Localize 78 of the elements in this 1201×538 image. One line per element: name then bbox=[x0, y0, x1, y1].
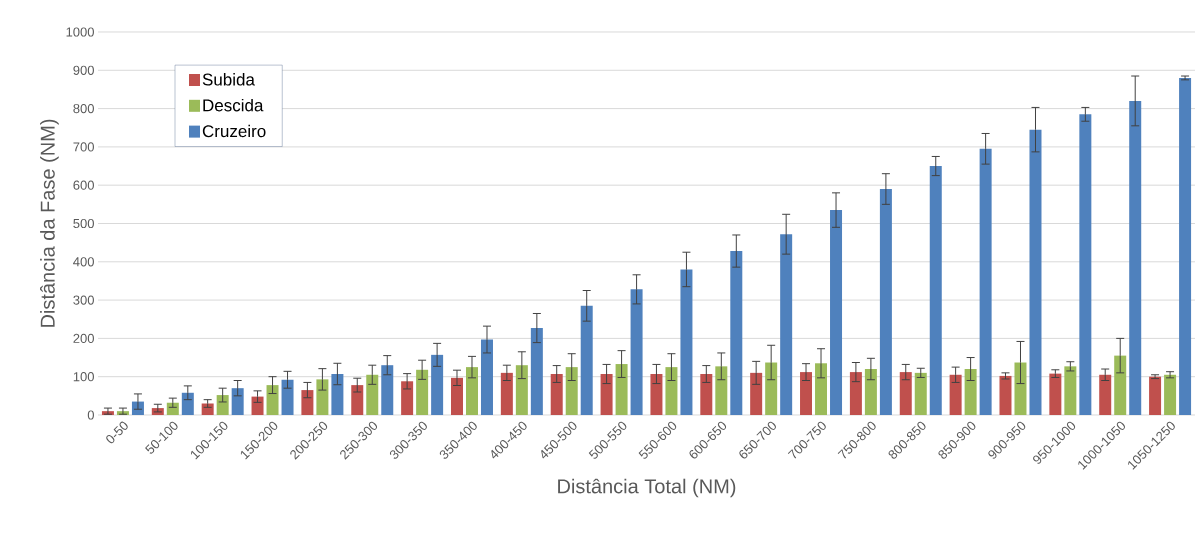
bar bbox=[929, 166, 942, 415]
bar bbox=[1014, 362, 1027, 415]
bar bbox=[1064, 366, 1077, 415]
legend-label: Descida bbox=[203, 98, 264, 112]
bar bbox=[914, 372, 927, 415]
bar bbox=[615, 364, 628, 415]
bar bbox=[301, 390, 314, 415]
bar bbox=[431, 354, 444, 415]
bar bbox=[266, 385, 279, 415]
bar bbox=[530, 328, 543, 415]
bar bbox=[680, 269, 693, 415]
y-tick-label: 1000 bbox=[66, 27, 94, 37]
x-axis-title: Distância Total (NM) bbox=[558, 478, 736, 498]
bar bbox=[780, 234, 793, 415]
bar bbox=[1049, 373, 1062, 415]
y-tick-label: 400 bbox=[73, 257, 94, 267]
y-tick-label: 0 bbox=[87, 410, 94, 420]
bar bbox=[1129, 100, 1142, 415]
bar bbox=[715, 366, 728, 415]
y-tick-label: 900 bbox=[73, 65, 94, 75]
bar bbox=[630, 289, 643, 415]
y-tick-label: 700 bbox=[73, 142, 94, 152]
bar bbox=[750, 372, 763, 415]
legend-label: Cruzeiro bbox=[202, 124, 266, 138]
bar bbox=[1149, 376, 1162, 415]
y-tick-label: 100 bbox=[73, 372, 94, 382]
bar bbox=[830, 210, 843, 415]
bar bbox=[964, 369, 977, 415]
bar bbox=[381, 365, 394, 415]
bar bbox=[366, 374, 379, 415]
bar bbox=[166, 402, 179, 415]
bar bbox=[800, 372, 813, 415]
bar bbox=[650, 374, 663, 415]
bar bbox=[665, 367, 678, 415]
bar bbox=[181, 392, 194, 415]
bar bbox=[251, 396, 264, 415]
bar bbox=[864, 369, 877, 415]
bar bbox=[600, 374, 613, 415]
bar bbox=[500, 372, 513, 415]
bar bbox=[1179, 77, 1192, 415]
y-tick-label: 200 bbox=[73, 333, 94, 343]
bar bbox=[401, 381, 414, 415]
bar bbox=[1029, 129, 1042, 415]
bar bbox=[879, 189, 892, 415]
bar bbox=[730, 251, 743, 415]
bar bbox=[565, 367, 578, 415]
bar bbox=[201, 403, 214, 415]
bar bbox=[281, 379, 294, 415]
bar bbox=[331, 374, 344, 415]
bar bbox=[899, 372, 912, 415]
bar bbox=[550, 374, 563, 415]
legend-label: Subida bbox=[202, 73, 255, 86]
bar bbox=[1164, 374, 1177, 415]
bar bbox=[480, 339, 493, 415]
bar bbox=[416, 369, 429, 415]
bar bbox=[231, 388, 244, 415]
bar bbox=[700, 374, 713, 415]
bar bbox=[465, 367, 478, 415]
y-tick-label: 600 bbox=[73, 180, 94, 190]
bar bbox=[1079, 114, 1092, 415]
bar bbox=[765, 362, 778, 415]
bar bbox=[450, 377, 463, 415]
bar bbox=[815, 363, 828, 415]
bar bbox=[316, 379, 329, 415]
bar bbox=[979, 148, 992, 415]
bar bbox=[849, 372, 862, 415]
bar bbox=[949, 374, 962, 415]
bar bbox=[1114, 355, 1127, 415]
bar bbox=[351, 385, 364, 415]
y-tick-label: 800 bbox=[73, 103, 94, 114]
bar bbox=[580, 305, 593, 415]
bar bbox=[1099, 374, 1112, 415]
y-tick-label: 300 bbox=[73, 295, 94, 305]
bar bbox=[999, 375, 1012, 415]
bar bbox=[515, 365, 528, 415]
bar bbox=[216, 395, 229, 415]
y-axis-title: Distância da Fase (NM) bbox=[40, 119, 59, 327]
y-tick-label: 500 bbox=[73, 218, 94, 229]
